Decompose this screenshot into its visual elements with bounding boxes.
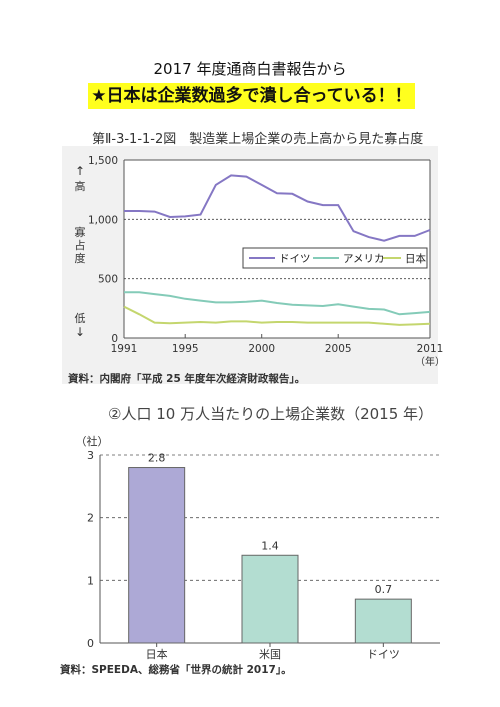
series-line	[124, 291, 431, 316]
y-axis-label-char: 度	[75, 251, 86, 265]
legend-label: ドイツ	[279, 253, 311, 265]
page-heading: 2017 年度通商白書報告から	[153, 60, 347, 78]
y-tick-label: 1,000	[88, 214, 118, 226]
bar-category-label: ドイツ	[367, 648, 400, 661]
bar-y-tick-label: 2	[87, 512, 94, 525]
x-tick-label: 1991	[111, 343, 138, 355]
bar-y-tick-label: 0	[87, 637, 94, 650]
x-axis-unit: （年）	[415, 355, 445, 368]
highlight-banner: ★日本は企業数過多で潰し合っている！！	[88, 83, 415, 109]
bar-y-tick-label: 1	[87, 574, 94, 587]
legend-label: アメリカ	[343, 253, 384, 265]
y-axis-label-char: 占	[75, 238, 86, 252]
legend-label: 日本	[405, 252, 426, 265]
y-top-label: 高	[75, 179, 86, 193]
figure1-caption: 第Ⅱ-3-1-1-2図 製造業上場企業の売上高から見た寡占度	[92, 132, 424, 147]
x-tick-label: 1995	[172, 343, 199, 355]
bar-y-tick-label: 3	[87, 449, 94, 462]
series-line	[124, 174, 431, 242]
y-tick-label: 500	[98, 274, 118, 286]
x-tick-label: 2005	[325, 343, 352, 355]
y-tick-label: 1,500	[88, 155, 118, 167]
x-tick-label: 2000	[248, 343, 275, 355]
y-top-arrow: ↑	[75, 164, 85, 178]
y-bottom-label: 低	[75, 312, 86, 325]
bar-value-label: 0.7	[375, 583, 393, 596]
y-axis-label-char: 寡	[75, 225, 86, 239]
bar	[241, 554, 299, 644]
bar-y-unit: （社）	[76, 434, 109, 448]
figure2-source: 資料：SPEEDA、総務省「世界の統計 2017」。	[60, 664, 292, 676]
figure2-caption: ②人口 10 万人当たりの上場企業数（2015 年）	[108, 405, 434, 423]
series-line	[123, 305, 431, 326]
figure1-source: 資料：内閣府「平成 25 年度年次経済財政報告」。	[68, 373, 306, 385]
bar-category-label: 日本	[146, 647, 168, 661]
y-tick-label: 0	[111, 333, 118, 345]
bar	[354, 598, 412, 644]
y-bottom-arrow: ↓	[75, 325, 85, 339]
line-chart: 0 500 1,000 1,500 1991 1995 2000 2005 2011（年） ↑高寡…	[75, 155, 446, 368]
bar-value-label: 2.8	[148, 452, 166, 465]
bar-category-label: 米国	[259, 648, 281, 661]
x-tick-label: 2011	[417, 343, 444, 355]
bar-value-label: 1.4	[261, 539, 279, 552]
bar	[128, 467, 186, 644]
